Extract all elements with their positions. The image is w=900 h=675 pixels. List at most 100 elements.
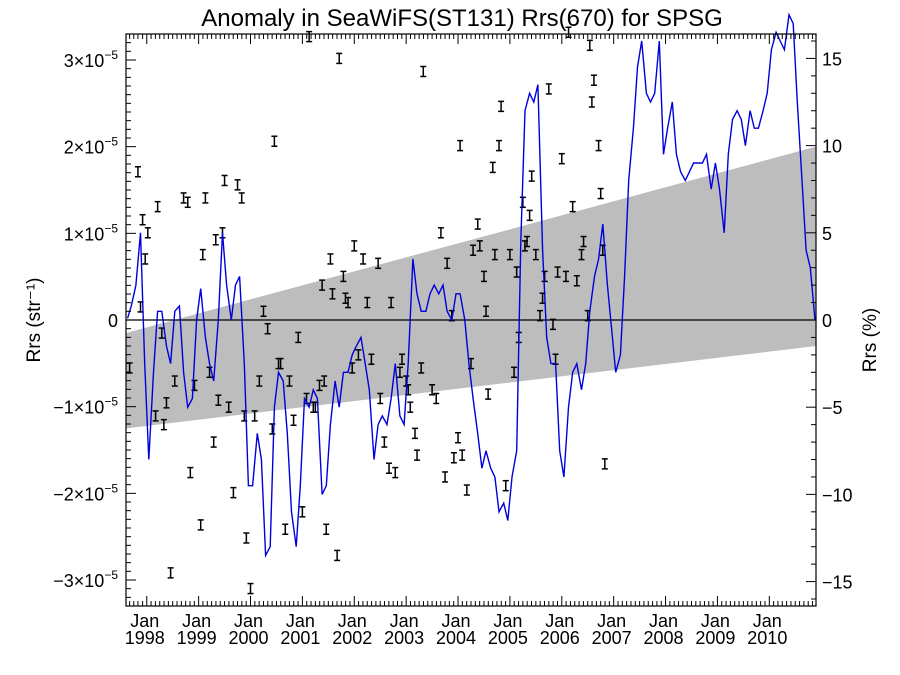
data-point-11 <box>167 567 174 579</box>
data-point-54 <box>327 253 334 265</box>
x-tick-month: Jan <box>442 611 471 631</box>
data-point-79 <box>414 449 421 461</box>
data-point-88 <box>450 452 457 464</box>
data-point-43 <box>290 414 297 427</box>
data-point-119 <box>549 318 556 331</box>
data-point-127 <box>578 248 585 261</box>
y-tick-label-left: 2×10−5 <box>64 135 119 158</box>
data-point-94 <box>470 244 477 256</box>
data-point-103 <box>498 100 505 113</box>
data-point-92 <box>463 484 470 496</box>
data-point-101 <box>491 248 498 261</box>
data-point-53 <box>323 523 330 536</box>
data-point-96 <box>476 240 483 252</box>
data-point-99 <box>485 388 492 400</box>
y-tick-label-left: −2×10−5 <box>53 481 118 504</box>
data-point-105 <box>506 248 513 261</box>
data-point-98 <box>483 305 490 318</box>
y-tick-labels-left: 3×10−5 2×10−5 1×10−5 0 −1×10−5 −2×10−5 −3×10−5 <box>53 48 118 591</box>
data-point-90 <box>457 139 464 152</box>
x-tick-month: Jan <box>130 611 159 631</box>
data-point-100 <box>489 161 496 174</box>
data-point-28 <box>234 179 241 191</box>
y-tick-label-left: 1×10−5 <box>64 221 119 244</box>
ticks-layer <box>126 34 816 606</box>
smoothed-series-line <box>126 12 816 559</box>
data-point-69 <box>381 436 388 448</box>
data-point-25 <box>221 174 228 187</box>
y-tick-label-right: 15 <box>822 49 842 69</box>
data-point-9 <box>160 418 167 431</box>
x-tick-year: 2001 <box>280 628 320 648</box>
data-point-89 <box>455 431 462 444</box>
data-point-130 <box>586 39 593 52</box>
chart-title: Anomaly in SeaWiFS(ST131) Rrs(670) for S… <box>201 5 723 32</box>
data-point-13 <box>180 192 187 204</box>
data-point-78 <box>411 427 418 440</box>
data-point-56 <box>334 549 341 562</box>
y-tick-label-right: 10 <box>822 137 842 157</box>
data-point-121 <box>554 266 561 278</box>
data-point-27 <box>230 486 237 499</box>
data-point-109 <box>519 196 526 209</box>
data-point-22 <box>212 234 219 246</box>
data-point-118 <box>545 83 552 95</box>
data-point-4 <box>142 253 149 265</box>
data-point-42 <box>286 375 293 387</box>
data-point-71 <box>388 296 395 309</box>
points-layer <box>126 26 608 595</box>
data-point-114 <box>532 248 539 261</box>
data-point-35 <box>260 305 267 318</box>
x-tick-month: Jan <box>649 611 678 631</box>
data-point-107 <box>513 266 520 278</box>
data-point-106 <box>511 366 518 379</box>
x-tick-month: Jan <box>234 611 263 631</box>
data-point-113 <box>528 170 535 182</box>
x-tick-labels: Jan1998Jan1999Jan2000Jan2001Jan2002Jan20… <box>125 611 788 648</box>
data-point-1 <box>134 166 141 178</box>
x-tick-year: 2002 <box>332 628 372 648</box>
data-point-86 <box>444 257 451 270</box>
data-point-132 <box>590 74 597 86</box>
y-tick-label-left: 3×10−5 <box>64 48 119 71</box>
x-tick-month: Jan <box>286 611 315 631</box>
x-tick-year: 2006 <box>540 628 580 648</box>
x-tick-year: 2010 <box>747 628 787 648</box>
y-tick-label-left: 0 <box>108 311 118 331</box>
data-point-62 <box>351 240 358 252</box>
data-point-131 <box>588 96 595 108</box>
data-point-19 <box>202 192 209 204</box>
data-point-44 <box>295 331 302 344</box>
x-tick-month: Jan <box>701 611 730 631</box>
series-line-layer <box>126 12 816 559</box>
data-point-82 <box>429 384 436 396</box>
data-point-41 <box>282 523 289 536</box>
data-point-20 <box>206 366 213 379</box>
trend-band-layer <box>126 146 816 429</box>
data-point-58 <box>340 270 347 283</box>
data-point-6 <box>152 410 159 422</box>
x-tick-month: Jan <box>545 611 574 631</box>
data-point-47 <box>306 30 313 43</box>
x-tick-month: Jan <box>753 611 782 631</box>
data-point-15 <box>187 466 194 479</box>
x-tick-month: Jan <box>182 611 211 631</box>
data-point-102 <box>496 139 503 152</box>
data-point-111 <box>524 235 531 248</box>
data-point-91 <box>459 449 466 461</box>
data-point-84 <box>437 227 444 239</box>
data-point-51 <box>319 279 326 291</box>
data-point-64 <box>360 253 367 265</box>
data-point-18 <box>199 248 206 261</box>
x-tick-month: Jan <box>493 611 522 631</box>
y-tick-label-right: −15 <box>822 573 853 593</box>
data-point-68 <box>377 392 384 405</box>
data-point-12 <box>171 375 178 387</box>
data-point-31 <box>243 532 250 544</box>
y-tick-label-right: 5 <box>822 224 832 244</box>
data-point-67 <box>375 257 382 270</box>
data-point-73 <box>396 366 403 379</box>
x-tick-year: 1998 <box>125 628 165 648</box>
x-tick-year: 2004 <box>436 628 476 648</box>
